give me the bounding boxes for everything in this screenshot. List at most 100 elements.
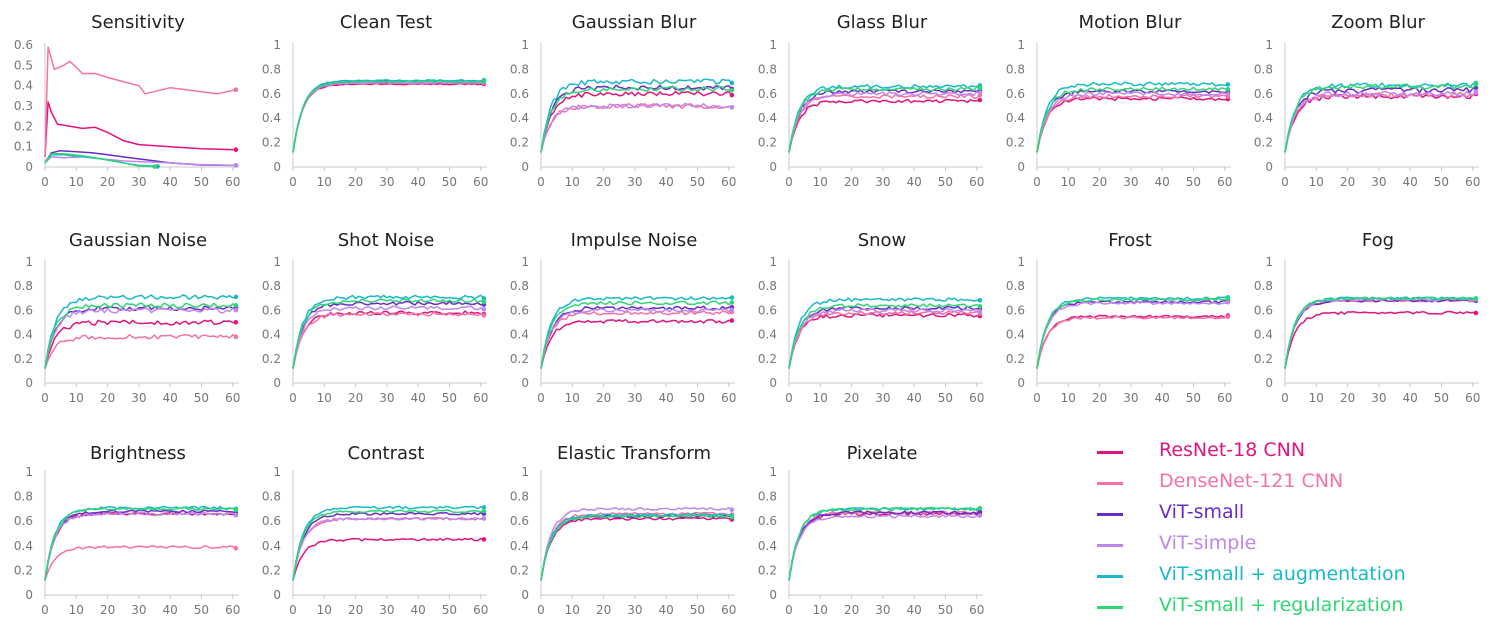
series-line-vit_small: [788, 305, 980, 369]
x-tick-label: 10: [317, 603, 332, 617]
series-line-vit_small: [292, 80, 485, 153]
y-tick-label: 0: [521, 588, 529, 602]
panel-title: Pixelate: [847, 443, 918, 464]
x-tick-label: 40: [1155, 175, 1170, 189]
x-tick-label: 60: [969, 391, 984, 405]
series-line-densenet121: [44, 46, 237, 157]
series-line-vit_simple: [788, 307, 981, 369]
y-tick-label: 0.8: [510, 490, 529, 504]
series-end-marker-vit_small_aug: [481, 505, 487, 510]
x-tick-label: 10: [813, 175, 828, 189]
series-end-marker-vit_simple: [481, 516, 487, 521]
y-tick-label: 0.8: [262, 490, 281, 504]
x-tick-label: 30: [379, 391, 394, 405]
y-tick-label: 1: [25, 465, 33, 479]
legend-label: ResNet-18 CNN: [1159, 439, 1306, 461]
series-line-densenet121: [292, 81, 484, 153]
y-tick-label: 0.3: [14, 99, 33, 113]
x-tick-label: 30: [875, 175, 890, 189]
x-tick-label: 30: [627, 391, 642, 405]
x-tick-label: 40: [163, 175, 178, 189]
x-tick-label: 20: [100, 391, 115, 405]
series-line-vit_small_aug: [788, 297, 980, 369]
series-line-vit_small_reg: [788, 86, 981, 153]
series-line-vit_simple: [788, 91, 981, 153]
x-tick-label: 30: [875, 603, 890, 617]
series-end-marker-vit_small_reg: [729, 87, 735, 93]
y-tick-label: 0.6: [758, 303, 777, 317]
x-tick-label: 10: [1309, 175, 1324, 189]
series-line-vit_simple: [1284, 297, 1477, 369]
x-tick-label: 50: [442, 391, 457, 405]
series-end-marker-vit_simple: [977, 308, 983, 314]
series-end-marker-vit_small_reg: [1473, 296, 1479, 301]
series-line-vit_small_reg: [44, 153, 155, 168]
y-tick-label: 0.4: [510, 539, 529, 553]
series-end-marker-vit_small_aug: [233, 294, 239, 300]
x-tick-label: 40: [907, 175, 922, 189]
x-tick-label: 30: [1123, 391, 1138, 405]
x-tick-label: 10: [1061, 175, 1076, 189]
series-line-vit_small_reg: [540, 514, 733, 581]
legend-swatch: [1097, 544, 1123, 547]
x-tick-label: 30: [131, 603, 146, 617]
series-end-marker-vit_small_reg: [152, 164, 157, 169]
y-tick-label: 0.2: [262, 136, 281, 150]
y-tick-label: 0.2: [510, 136, 529, 150]
x-tick-label: 30: [1371, 175, 1386, 189]
x-tick-label: 10: [69, 603, 84, 617]
x-tick-label: 40: [163, 391, 178, 405]
x-tick-label: 20: [348, 391, 363, 405]
x-tick-label: 30: [131, 391, 146, 405]
series-line-vit_small: [292, 300, 484, 369]
panel-title: Elastic Transform: [557, 443, 711, 464]
series-line-vit_small_reg: [292, 298, 485, 369]
x-tick-label: 40: [411, 175, 426, 189]
x-tick-label: 50: [690, 603, 705, 617]
y-tick-label: 0.8: [510, 279, 529, 293]
x-tick-label: 60: [225, 175, 240, 189]
y-tick-label: 0: [1017, 160, 1025, 174]
series-end-marker-resnet18: [729, 92, 735, 98]
series-line-densenet121: [1284, 91, 1477, 153]
y-tick-label: 0: [273, 376, 281, 390]
y-tick-label: 0.8: [758, 62, 777, 76]
y-tick-label: 0.2: [14, 563, 33, 577]
x-tick-label: 20: [596, 391, 611, 405]
series-end-marker-vit_simple: [233, 512, 239, 518]
x-tick-label: 60: [225, 603, 240, 617]
series-line-vit_simple: [1284, 90, 1477, 153]
x-tick-label: 0: [1033, 391, 1041, 405]
series-end-marker-vit_simple: [1473, 89, 1479, 94]
y-tick-label: 0.6: [510, 514, 529, 528]
series-end-marker-resnet18: [729, 318, 735, 323]
series-line-vit_small_reg: [1036, 297, 1229, 369]
series-line-vit_small_reg: [540, 300, 733, 369]
series-end-marker-vit_small_reg: [481, 299, 487, 305]
series-line-vit_simple: [292, 81, 484, 153]
x-tick-label: 0: [41, 391, 49, 405]
panel-title: Impulse Noise: [571, 230, 698, 251]
series-line-densenet121: [1036, 93, 1229, 153]
series-line-densenet121: [788, 93, 981, 153]
series-line-vit_simple: [540, 307, 733, 369]
series-end-marker-vit_small_reg: [1225, 296, 1231, 301]
y-tick-label: 0.6: [758, 87, 777, 101]
x-tick-label: 50: [194, 603, 209, 617]
series-end-marker-vit_small_reg: [1473, 81, 1479, 87]
series-line-vit_small_reg: [788, 303, 981, 369]
series-end-marker-vit_simple: [977, 513, 983, 518]
panel-title: Zoom Blur: [1331, 12, 1425, 33]
x-tick-label: 10: [1061, 391, 1076, 405]
x-tick-label: 0: [289, 603, 297, 617]
panel-title: Sensitivity: [91, 12, 185, 33]
y-tick-label: 1: [1265, 255, 1273, 269]
x-tick-label: 20: [1092, 391, 1107, 405]
y-tick-label: 0.4: [262, 539, 281, 553]
